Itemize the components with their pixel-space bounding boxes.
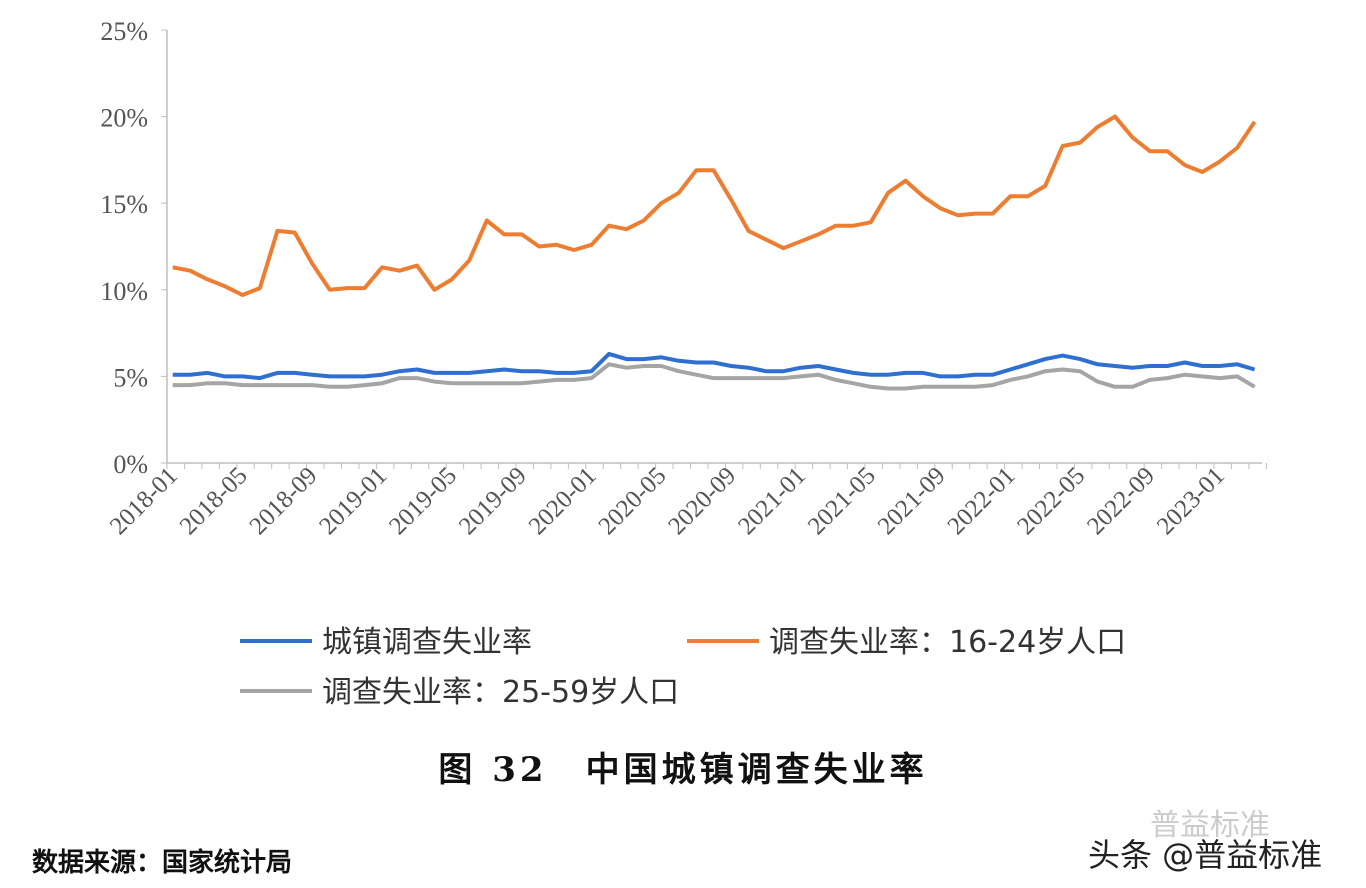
x-tick-label: 2018-05 [175,462,253,540]
x-tick-label: 2019-05 [384,462,462,540]
watermark-faint: 普益标准 [1150,808,1270,843]
y-tick-label: 0% [113,450,148,479]
legend-label-0: 城镇调查失业率 [322,625,532,660]
x-tick-label: 2020-01 [524,462,602,540]
x-tick-label: 2019-09 [454,462,532,540]
x-tick-label: 2019-01 [314,462,392,540]
legend-label-1: 调查失业率：16-24岁人口 [769,625,1126,660]
legend-label-2: 调查失业率：25-59岁人口 [322,675,679,710]
x-tick-label: 2022-01 [943,462,1021,540]
x-tick-label: 2021-09 [873,462,951,540]
x-tick-label: 2018-09 [245,462,323,540]
axes: 0%5%10%15%20%25%2018-012018-052018-09201… [100,17,1267,540]
series-lines [172,114,1257,391]
x-tick-label: 2020-09 [663,462,741,540]
data-source: 数据来源：国家统计局 [32,848,293,878]
watermark: 头条 @普益标准 [1088,836,1323,874]
y-tick-label: 15% [100,190,148,219]
y-tick-label: 20% [100,104,148,133]
y-tick-label: 25% [100,17,148,46]
x-tick-label: 2022-05 [1012,462,1090,540]
line-chart: 0%5%10%15%20%25%2018-012018-052018-09201… [100,17,1267,710]
figure-caption: 图 32 中国城镇调查失业率 [438,750,928,790]
y-tick-label: 10% [100,277,148,306]
x-tick-label: 2020-05 [594,462,672,540]
x-tick-label: 2021-05 [803,462,881,540]
x-tick-label: 2021-01 [733,462,811,540]
series-line-1 [172,114,1257,297]
y-tick-label: 5% [113,363,148,392]
x-tick-label: 2023-01 [1152,462,1230,540]
series-line-0 [172,351,1256,381]
x-tick-label: 2022-09 [1082,462,1160,540]
